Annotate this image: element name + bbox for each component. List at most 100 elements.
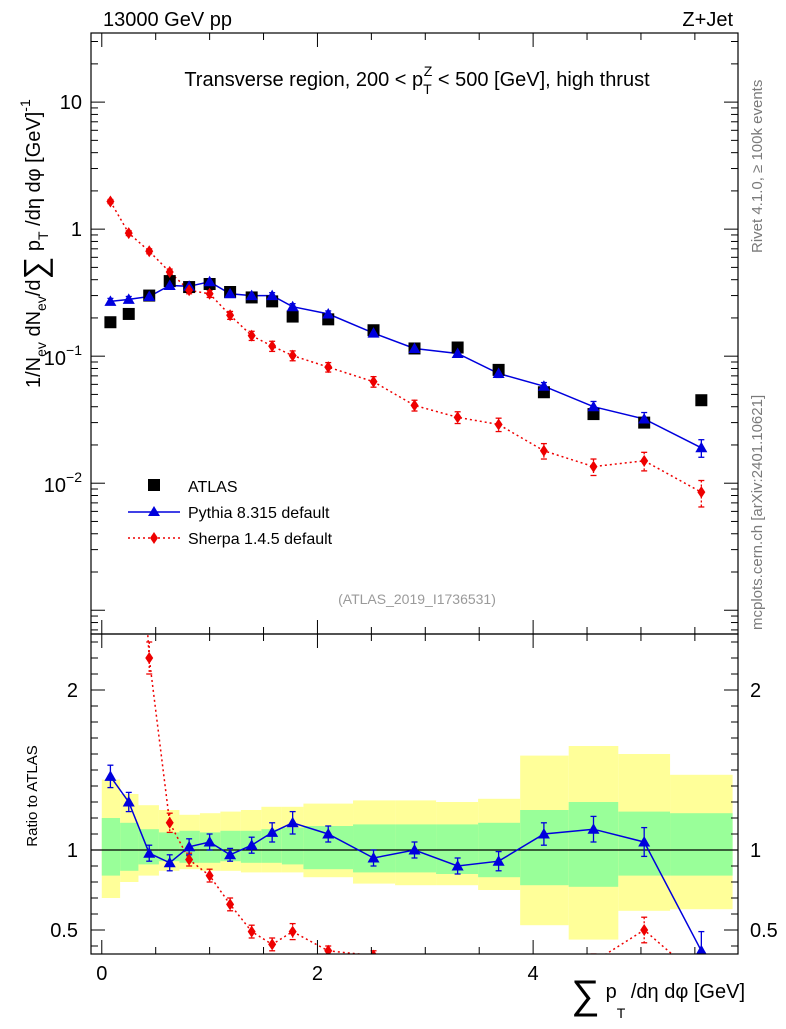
pythia-point-13 bbox=[451, 347, 464, 358]
legend-atlas-label: ATLAS bbox=[188, 479, 238, 496]
ratio-ytick-label-left-0: 0.5 bbox=[50, 920, 78, 942]
ratio-sherpa-point-6 bbox=[226, 898, 235, 911]
legend-atlas-marker bbox=[148, 479, 160, 491]
ylabel-p: p bbox=[23, 240, 45, 257]
ratio-band-inner-8 bbox=[261, 829, 282, 863]
ratio-pythia-point-17 bbox=[638, 836, 651, 847]
ratio-band-inner-16 bbox=[568, 802, 619, 887]
ratio-band-inner-6 bbox=[220, 830, 241, 862]
pythia-point-18 bbox=[695, 441, 708, 453]
process-label: Z+Jet bbox=[682, 9, 733, 31]
ratio-pythia-point-7 bbox=[245, 839, 258, 850]
sherpa-point-6 bbox=[226, 309, 235, 322]
sherpa-point-2 bbox=[145, 245, 154, 258]
legend-pythia-label: Pythia 8.315 default bbox=[188, 505, 330, 522]
xlabel-rest: /dη dφ [GeV] bbox=[625, 981, 745, 1003]
title-sup: Z bbox=[424, 63, 433, 79]
main-series-layer bbox=[104, 195, 708, 508]
pythia-point-16 bbox=[587, 400, 600, 412]
mcplots-label: mcplots.cern.ch [arXiv:2401.10621] bbox=[749, 395, 766, 630]
ratio-sherpa-point-11 bbox=[370, 949, 377, 954]
sherpa-point-0 bbox=[106, 195, 115, 208]
pythia-point-12 bbox=[408, 342, 421, 353]
sherpa-point-5 bbox=[205, 287, 214, 300]
sherpa-point-9 bbox=[288, 349, 297, 362]
ratio-pythia-point-2 bbox=[143, 847, 156, 858]
main-ytick-label-2: 10−1 bbox=[44, 342, 82, 370]
pythia-point-2 bbox=[143, 290, 156, 301]
ratio-sherpa-point-10 bbox=[324, 944, 333, 954]
sherpa-point-11 bbox=[369, 375, 378, 388]
pythia-point-8 bbox=[266, 289, 279, 301]
ylabel-a: 1/N bbox=[23, 357, 45, 388]
ylabel-d: /dη dφ [GeV] bbox=[23, 112, 45, 232]
pythia-point-11 bbox=[367, 327, 380, 338]
ratio-pythia-point-14 bbox=[492, 855, 505, 866]
ratio-band-inner-18 bbox=[670, 813, 733, 876]
ratio-sherpa-point-7 bbox=[247, 925, 256, 938]
ytick-exp: −2 bbox=[66, 469, 82, 485]
ratio-pythia-point-3 bbox=[163, 856, 176, 868]
ratio-xtick-label-2: 4 bbox=[528, 963, 539, 985]
ylabel-c: /d bbox=[23, 279, 45, 296]
ratio-sherpa-point-2 bbox=[145, 652, 154, 664]
sherpa-point-15 bbox=[539, 444, 548, 457]
ylabel-b-sub: ev bbox=[33, 296, 49, 311]
pythia-point-6 bbox=[224, 287, 237, 299]
xlabel-sum: ∑ bbox=[571, 973, 600, 1017]
ratio-pythia-point-5 bbox=[203, 836, 216, 847]
title-pre: Transverse region, 200 < p bbox=[184, 69, 423, 91]
ratio-pythia-point-12 bbox=[408, 844, 421, 855]
ratio-plot-frame bbox=[90, 633, 739, 955]
sherpa-point-10 bbox=[324, 361, 333, 374]
ratio-pythia-point-13 bbox=[451, 860, 464, 871]
ytick-base: 10 bbox=[44, 348, 66, 370]
ratio-band-inner-15 bbox=[520, 810, 569, 886]
ratio-pythia-point-4 bbox=[183, 840, 196, 852]
atlas-point-18 bbox=[695, 394, 708, 407]
ratio-pythia-point-10 bbox=[322, 828, 335, 839]
main-plot-title: Transverse region, 200 < pTZ < 500 [GeV]… bbox=[184, 63, 650, 97]
ratio-pythia-point-0 bbox=[104, 770, 117, 781]
pythia-point-0 bbox=[104, 295, 117, 306]
atlas-point-0 bbox=[104, 316, 117, 329]
ratio-ytick-label-left-1: 1 bbox=[67, 840, 78, 862]
main-ytick-label-3: 10−2 bbox=[44, 469, 82, 497]
ylabel-sum: ∑ bbox=[17, 257, 53, 280]
pythia-point-14 bbox=[492, 367, 505, 379]
title-sub: T bbox=[423, 81, 432, 97]
ratio-sherpa-point-3 bbox=[165, 816, 174, 829]
ratio-band-inner-3 bbox=[158, 832, 180, 862]
ratio-pythia-point-9 bbox=[286, 816, 299, 828]
energy-label: 13000 GeV pp bbox=[103, 9, 232, 31]
ylabel-a-sub: ev bbox=[33, 342, 49, 357]
ratio-ytick-label-right-2: 2 bbox=[750, 680, 761, 702]
pythia-point-17 bbox=[638, 413, 651, 424]
atlas-point-1 bbox=[122, 307, 135, 320]
title-post: < 500 [GeV], high thrust bbox=[432, 69, 650, 91]
pythia-point-3 bbox=[163, 279, 176, 291]
analysis-watermark: (ATLAS_2019_I1736531) bbox=[338, 591, 496, 607]
sherpa-point-4 bbox=[185, 284, 194, 297]
pythia-point-5 bbox=[203, 275, 216, 287]
main-y-axis-label: 1/Nev dNev/d∑ pT /dη dφ [GeV]-1 bbox=[17, 99, 53, 388]
ratio-band-inner-1 bbox=[120, 822, 139, 871]
xlabel-sub: T bbox=[617, 1005, 626, 1021]
pythia-point-9 bbox=[286, 300, 299, 312]
ratio-band-inner-0 bbox=[101, 818, 121, 876]
xlabel-p: p bbox=[606, 981, 617, 1003]
pythia-point-10 bbox=[322, 307, 335, 319]
ratio-pythia-point-8 bbox=[266, 826, 279, 837]
ratio-xtick-label-1: 2 bbox=[312, 963, 323, 985]
ratio-ytick-label-right-1: 1 bbox=[750, 840, 761, 862]
ylabel-p-sub: T bbox=[35, 231, 51, 240]
ratio-pythia-point-15 bbox=[537, 828, 550, 839]
main-ytick-label-0: 10 bbox=[60, 92, 82, 114]
ratio-sherpa-point-17 bbox=[640, 924, 649, 936]
atlas-point-9 bbox=[286, 310, 299, 323]
ratio-series-layer bbox=[91, 634, 738, 954]
ratio-sherpa-point-5 bbox=[205, 869, 214, 882]
